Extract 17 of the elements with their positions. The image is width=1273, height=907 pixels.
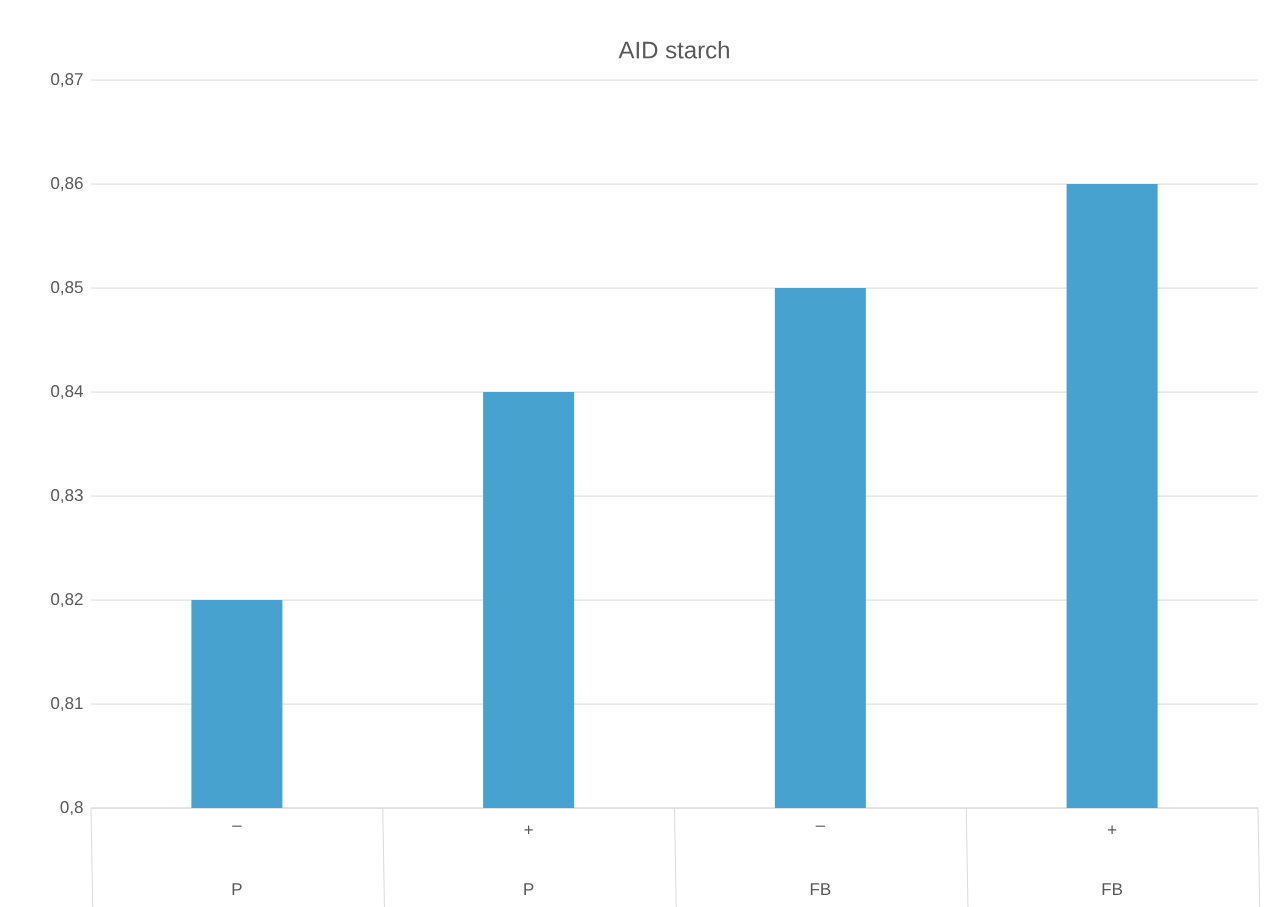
y-tick-label: 0,83 [51,489,83,504]
text: P [232,883,242,895]
x-tick-label: + [1107,825,1117,834]
x-tick-label: – [232,825,242,827]
text: FB [810,883,831,895]
text: P [524,883,534,895]
x-tick-label: – [815,825,826,827]
y-tick-label: 0,8 [60,801,83,816]
text: FB [1102,883,1123,895]
y-tick-label: 0,85 [51,281,83,296]
y-tick-label: 0,82 [51,593,83,608]
x-tick-label: + [524,825,533,834]
chart-title: AID starch [618,40,729,59]
y-tick-label: 0,86 [51,177,83,192]
y-tick-label: 0,87 [51,73,83,88]
y-tick-label: 0,81 [51,697,83,712]
y-tick-label: 0,84 [51,385,83,400]
